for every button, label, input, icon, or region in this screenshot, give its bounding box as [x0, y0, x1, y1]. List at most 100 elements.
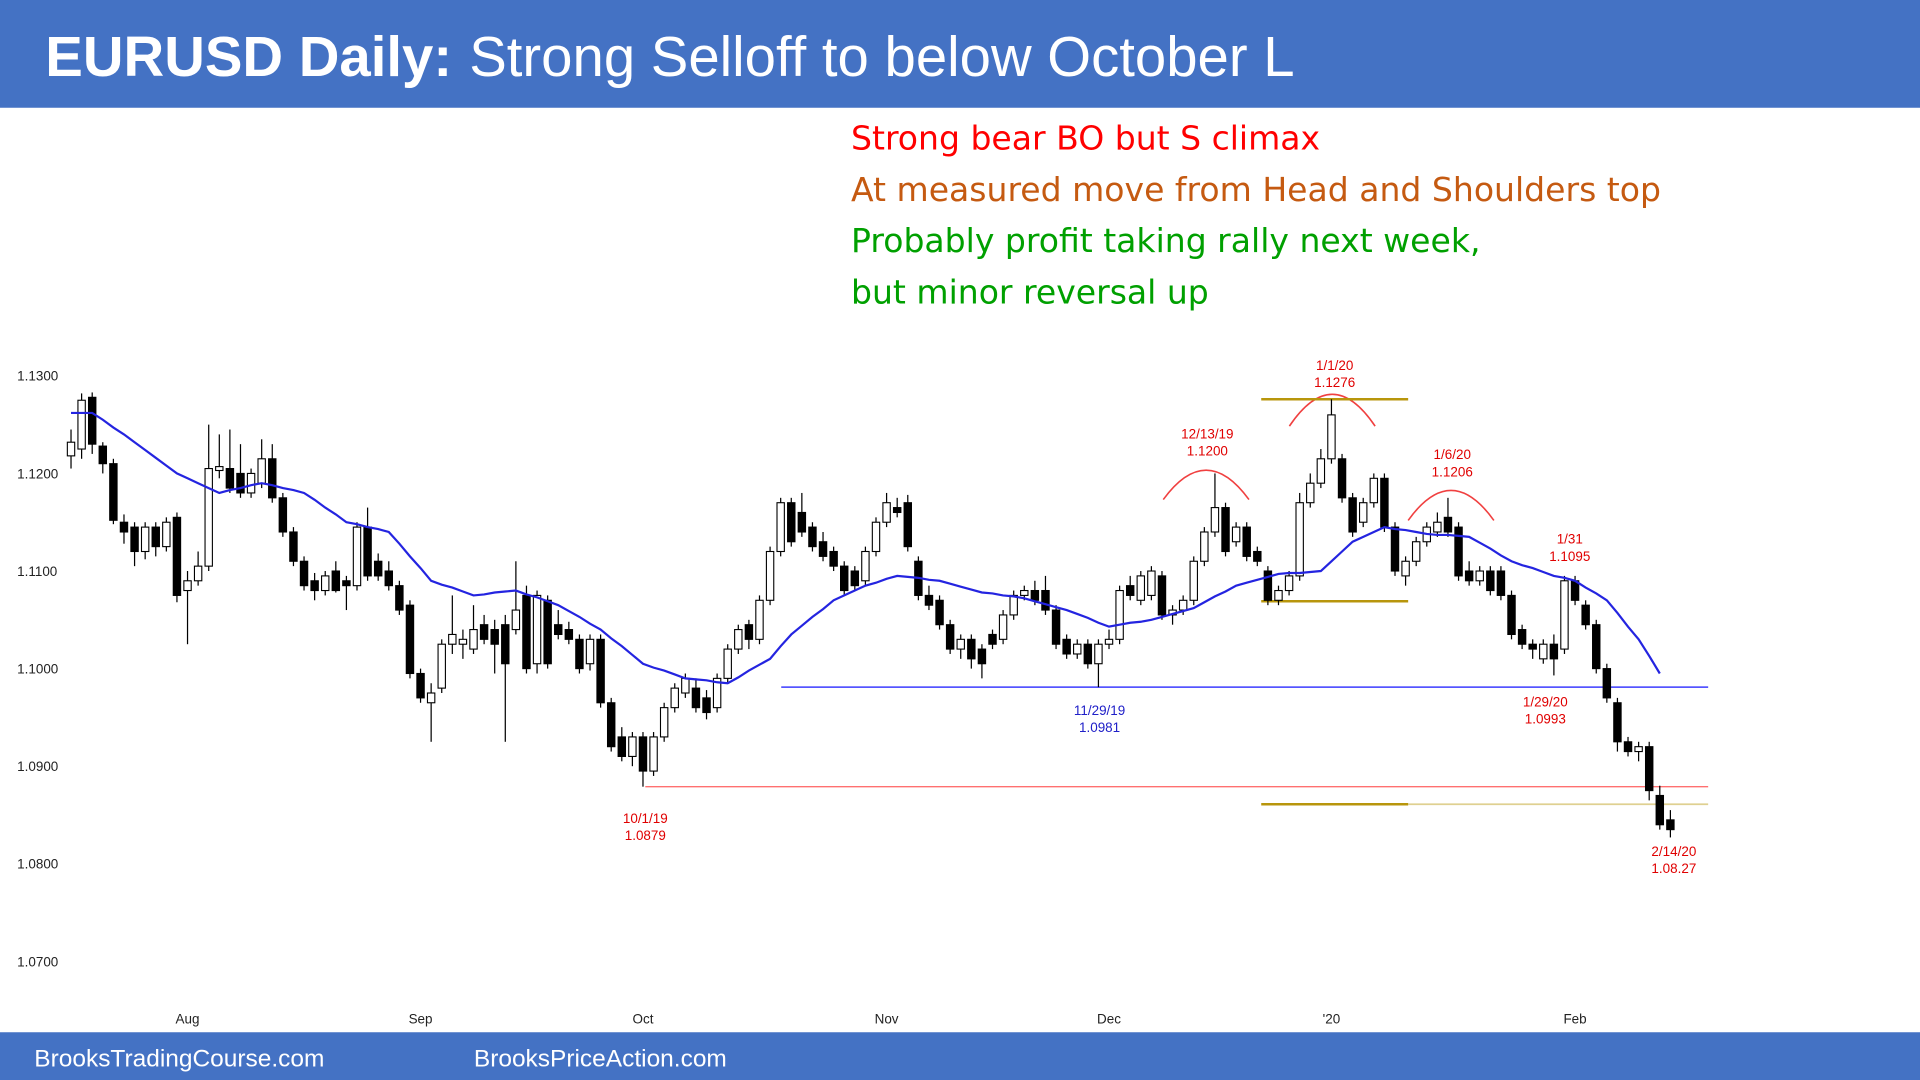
- candle-body: [437, 643, 446, 689]
- candle-body: [659, 707, 669, 738]
- candle-body: [331, 570, 341, 592]
- y-tick-label: 1.1300: [17, 369, 58, 384]
- candle-body: [1592, 624, 1601, 670]
- candle-body: [1083, 643, 1093, 665]
- candle-body: [342, 580, 351, 587]
- y-tick-label: 1.1100: [17, 564, 57, 579]
- candle-body: [490, 629, 499, 645]
- candle-body: [1666, 819, 1675, 831]
- candle-body: [1380, 477, 1389, 528]
- head-arc: [1288, 393, 1376, 427]
- candle-body: [522, 594, 531, 670]
- annotation-price: 1.1200: [1187, 444, 1228, 459]
- annotation-date: 12/13/19: [1181, 426, 1233, 441]
- candle-body: [1073, 643, 1082, 655]
- annotation-price: 1.08.27: [1651, 861, 1696, 876]
- x-tick-label: Dec: [1097, 1012, 1121, 1027]
- candle-body: [882, 502, 891, 523]
- candle-body: [511, 609, 521, 631]
- annotation-price: 1.0879: [625, 828, 666, 843]
- candle-body: [1231, 526, 1241, 543]
- candle-body: [183, 580, 192, 592]
- candle-body: [871, 521, 881, 553]
- candle-body: [1411, 541, 1421, 562]
- candle-body: [1433, 521, 1442, 533]
- candle-body: [66, 441, 76, 457]
- candle-body: [903, 502, 912, 548]
- candle-body: [310, 580, 319, 592]
- candle-body: [564, 629, 574, 640]
- annotation-price: 1.0993: [1525, 712, 1566, 727]
- note: At measured move from Head and Shoulders…: [851, 170, 1661, 209]
- candle-body: [1295, 502, 1304, 577]
- candle-body: [670, 687, 679, 709]
- candle-body: [945, 624, 955, 650]
- x-tick-label: Oct: [633, 1012, 654, 1027]
- header-bar: [0, 0, 1920, 108]
- plot: Strong bear BO but S climax At measured m…: [12, 118, 1709, 1027]
- candle-body: [1337, 458, 1347, 499]
- candle-body: [268, 458, 277, 499]
- y-tick-label: 1.1200: [17, 466, 58, 481]
- annotation-price: 1.1095: [1549, 549, 1590, 564]
- candle-body: [744, 624, 754, 640]
- candle-body: [840, 565, 849, 592]
- candle-body: [1094, 643, 1103, 665]
- candle-body: [426, 692, 436, 704]
- candle-body: [1147, 570, 1156, 596]
- candle-body: [501, 624, 510, 665]
- candle-body: [554, 624, 563, 636]
- candle-body: [532, 594, 542, 665]
- candle-body: [1051, 609, 1061, 645]
- candle-body: [691, 687, 701, 709]
- shoulder-arc: [1407, 489, 1495, 521]
- note: Strong bear BO but S climax: [851, 118, 1320, 157]
- candle-body: [1507, 594, 1516, 636]
- candle-body: [585, 638, 595, 665]
- candle-body: [119, 521, 129, 533]
- candle-body: [321, 575, 330, 592]
- candle-body: [1157, 575, 1167, 616]
- x-tick-label: Nov: [875, 1012, 899, 1027]
- annotation-date: 1/1/20: [1316, 358, 1353, 373]
- candle-body: [225, 468, 235, 489]
- candle-body: [1528, 643, 1537, 650]
- candle-body: [1200, 531, 1209, 562]
- candle-body: [850, 570, 860, 587]
- y-tick-label: 1.0800: [17, 857, 58, 872]
- candle-body: [151, 526, 160, 548]
- y-tick-label: 1.0900: [17, 759, 58, 774]
- candle-body: [808, 526, 817, 548]
- candle-body: [373, 560, 383, 577]
- candle-body: [1655, 794, 1665, 826]
- note: but minor reversal up: [851, 273, 1209, 312]
- candle-body: [1390, 526, 1400, 572]
- candle-body: [1623, 741, 1633, 753]
- candle-body: [935, 599, 944, 626]
- candle-body: [1210, 507, 1220, 533]
- candle-body: [776, 502, 785, 553]
- candle-body: [1602, 668, 1612, 699]
- candle-body: [162, 521, 171, 548]
- pattern-arcs: [1162, 393, 1495, 521]
- candle-body: [702, 697, 711, 714]
- candle-body: [765, 550, 775, 601]
- title-bold: EURUSD Daily:: [45, 25, 452, 88]
- candle-body: [363, 526, 372, 577]
- candle-body: [628, 736, 637, 757]
- candle-body: [1104, 638, 1114, 645]
- x-tick-label: '20: [1323, 1012, 1341, 1027]
- candle-body: [1634, 746, 1643, 753]
- title-text: Strong Selloff to below October L: [469, 25, 1294, 88]
- annotation-date: 1/29/20: [1523, 695, 1568, 710]
- candle-body: [1443, 516, 1453, 533]
- candle-body: [1475, 570, 1484, 582]
- candle-body: [797, 511, 807, 533]
- candle-body: [1581, 604, 1590, 626]
- candle-body: [384, 570, 393, 587]
- candle-body: [109, 463, 118, 521]
- candle-body: [1549, 643, 1559, 660]
- candle-body: [193, 565, 203, 582]
- annotation-date: 1/6/20: [1434, 447, 1471, 462]
- shoulder-arc: [1162, 469, 1250, 501]
